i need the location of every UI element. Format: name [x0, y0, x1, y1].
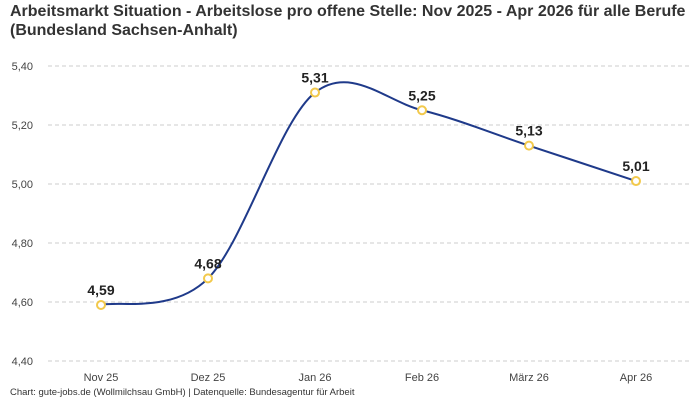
x-tick-label: Jan 26 — [298, 372, 331, 384]
data-labels: 4,59 4,68 5,31 5,25 5,13 5,01 — [87, 70, 649, 298]
data-point-marker — [524, 140, 534, 151]
data-value-label: 5,31 — [301, 70, 328, 86]
data-point-marker — [631, 176, 641, 187]
series-line — [100, 81, 637, 306]
chart-footer: Chart: gute-jobs.de (Wollmilchsau GmbH) … — [10, 387, 355, 398]
x-tick-label: Feb 26 — [405, 372, 439, 384]
x-tick-label: Dez 25 — [191, 372, 226, 384]
y-axis-ticks: 4,40 4,60 4,80 5,00 5,20 5,40 — [12, 61, 33, 368]
x-tick-label: Apr 26 — [620, 372, 652, 384]
x-tick-label: Nov 25 — [84, 372, 119, 384]
y-tick-label: 4,40 — [12, 356, 33, 368]
data-value-label: 5,13 — [515, 123, 542, 139]
data-value-label: 4,59 — [87, 282, 114, 298]
y-tick-label: 5,00 — [12, 179, 33, 191]
data-markers — [96, 87, 641, 310]
data-point-marker — [417, 105, 427, 116]
data-value-label: 5,01 — [622, 158, 649, 174]
x-axis-ticks: Nov 25 Dez 25 Jan 26 Feb 26 März 26 Apr 26 — [84, 372, 653, 384]
x-tick-label: März 26 — [509, 372, 549, 384]
data-value-label: 5,25 — [408, 87, 435, 103]
data-point-marker — [96, 299, 106, 310]
grid-lines — [48, 65, 690, 362]
y-tick-label: 4,80 — [12, 238, 33, 250]
data-value-label: 4,68 — [194, 255, 221, 271]
data-point-marker — [310, 87, 320, 98]
y-tick-label: 5,40 — [12, 61, 33, 73]
y-tick-label: 4,60 — [12, 297, 33, 309]
y-tick-label: 5,20 — [12, 120, 33, 132]
chart-title: Arbeitsmarkt Situation - Arbeitslose pro… — [10, 3, 686, 39]
data-point-marker — [203, 273, 213, 284]
